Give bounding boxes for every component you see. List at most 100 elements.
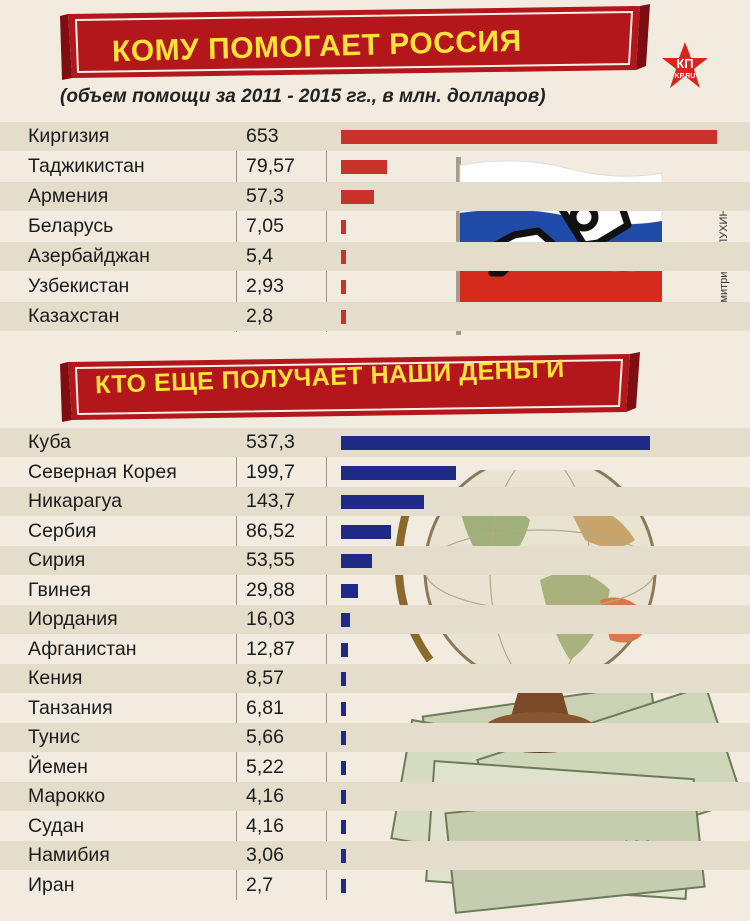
value-label: 3,06 xyxy=(246,844,284,866)
chart2-row: Куба 537,3 xyxy=(0,428,750,457)
bar xyxy=(341,642,348,657)
value-label: 5,22 xyxy=(246,755,284,778)
chart2-row: Судан 4,16 xyxy=(0,812,750,841)
chart2-row: Намибия 3,06 xyxy=(0,841,750,870)
category-label: Азербайджан xyxy=(28,245,150,267)
bar xyxy=(341,250,346,264)
bar xyxy=(341,220,346,234)
chart2-row: Иордания 16,03 xyxy=(0,605,750,634)
category-label: Северная Корея xyxy=(28,460,177,483)
category-label: Таджикистан xyxy=(28,155,145,177)
bar xyxy=(341,495,424,509)
chart2-row: Иран 2,7 xyxy=(0,871,750,900)
bar xyxy=(341,160,387,174)
bar xyxy=(341,849,346,863)
value-label: 29,88 xyxy=(246,578,295,601)
category-label: Марокко xyxy=(28,785,106,807)
chart2-row: Йемен 5,22 xyxy=(0,753,750,782)
chart1-row: Таджикистан 79,57 xyxy=(0,152,750,181)
value-label: 7,05 xyxy=(246,215,284,237)
category-label: Гвинея xyxy=(28,578,91,601)
chart1-row: Казахстан 2,8 xyxy=(0,302,750,331)
category-label: Намибия xyxy=(28,844,110,866)
value-label: 53,55 xyxy=(246,549,295,571)
chart1-row: Армения 57,3 xyxy=(0,182,750,211)
bar xyxy=(341,672,346,686)
bar xyxy=(341,310,346,324)
bar xyxy=(341,130,717,144)
value-label: 5,66 xyxy=(246,726,284,748)
value-label: 143,7 xyxy=(246,490,295,512)
value-label: 86,52 xyxy=(246,519,295,542)
category-label: Кения xyxy=(28,667,83,689)
chart2-row: Сирия 53,55 xyxy=(0,546,750,575)
bar xyxy=(341,613,350,627)
value-label: 12,87 xyxy=(246,637,295,660)
chart1-divider xyxy=(326,122,327,332)
chart-title-2: КТО ЕЩЕ ПОЛУЧАЕТ НАШИ ДЕНЬГИ xyxy=(94,354,566,400)
category-label: Никарагуа xyxy=(28,490,122,512)
value-label: 57,3 xyxy=(246,185,284,207)
value-label: 2,8 xyxy=(246,305,274,327)
category-label: Тунис xyxy=(28,726,80,748)
category-label: Армения xyxy=(28,185,109,207)
chart2-row: Тунис 5,66 xyxy=(0,723,750,752)
bar xyxy=(341,554,372,568)
category-label: Иран xyxy=(28,873,75,896)
value-label: 6,81 xyxy=(246,696,284,719)
value-label: 16,03 xyxy=(246,608,295,630)
value-label: 2,93 xyxy=(246,275,284,297)
chart1-row: Беларусь 7,05 xyxy=(0,212,750,241)
bar xyxy=(341,819,346,834)
value-label: 8,57 xyxy=(246,667,284,689)
bar xyxy=(341,465,456,480)
bar xyxy=(341,878,346,893)
category-label: Танзания xyxy=(28,696,113,719)
category-label: Иордания xyxy=(28,608,118,630)
category-label: Куба xyxy=(28,431,71,453)
value-label: 199,7 xyxy=(246,460,295,483)
category-label: Киргизия xyxy=(28,125,110,147)
category-label: Афганистан xyxy=(28,637,137,660)
chart2-row: Марокко 4,16 xyxy=(0,782,750,811)
chart2-row: Танзания 6,81 xyxy=(0,694,750,723)
value-label: 4,16 xyxy=(246,785,284,807)
value-label: 537,3 xyxy=(246,431,295,453)
kp-logo: КП KP.RU xyxy=(662,42,708,88)
chart1-row: Азербайджан 5,4 xyxy=(0,242,750,271)
value-label: 2,7 xyxy=(246,873,274,896)
category-label: Сирия xyxy=(28,549,86,571)
svg-text:KP.RU: KP.RU xyxy=(675,73,696,80)
banner-top xyxy=(60,4,650,80)
bar xyxy=(341,583,358,598)
bar xyxy=(341,790,346,804)
category-label: Сербия xyxy=(28,519,97,542)
category-label: Казахстан xyxy=(28,305,120,327)
chart2-row: Гвинея 29,88 xyxy=(0,576,750,605)
chart2-row: Афганистан 12,87 xyxy=(0,635,750,664)
bar xyxy=(341,280,346,294)
chart1-row: Киргизия 653 xyxy=(0,122,750,151)
chart2-row: Никарагуа 143,7 xyxy=(0,487,750,516)
chart2-row: Сербия 86,52 xyxy=(0,517,750,546)
bar xyxy=(341,701,346,716)
value-label: 79,57 xyxy=(246,155,295,177)
chart2-row: Кения 8,57 xyxy=(0,664,750,693)
bar xyxy=(341,190,374,204)
category-label: Узбекистан xyxy=(28,275,130,297)
category-label: Йемен xyxy=(28,755,88,778)
category-label: Беларусь xyxy=(28,215,114,237)
svg-text:КП: КП xyxy=(676,56,693,71)
value-label: 4,16 xyxy=(246,814,284,837)
bar xyxy=(341,524,391,539)
value-label: 5,4 xyxy=(246,245,274,267)
chart1-divider xyxy=(236,122,237,332)
bar xyxy=(341,436,650,450)
category-label: Судан xyxy=(28,814,85,837)
chart1-row: Узбекистан 2,93 xyxy=(0,272,750,301)
chart-subtitle: (объем помощи за 2011 - 2015 гг., в млн.… xyxy=(60,86,546,107)
chart2-row: Северная Корея 199,7 xyxy=(0,458,750,487)
value-label: 653 xyxy=(246,125,279,147)
bar xyxy=(341,731,346,745)
bar xyxy=(341,760,346,775)
